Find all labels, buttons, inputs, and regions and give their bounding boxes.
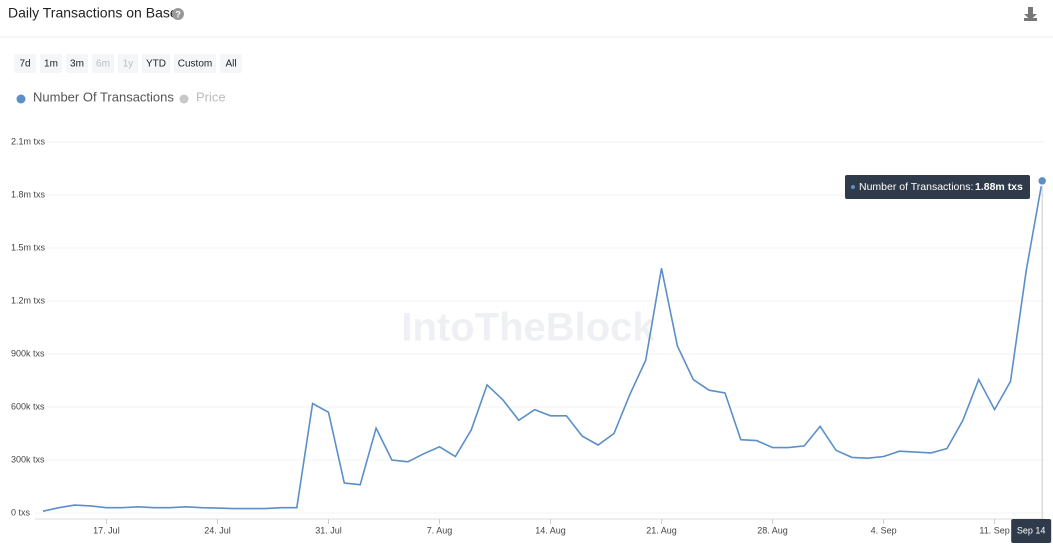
y-tick-label: 300k txs [11, 454, 45, 464]
crosshair-label: Sep 14 [1017, 525, 1046, 535]
range-button[interactable] [14, 54, 36, 73]
y-tick-label: 900k txs [11, 348, 45, 358]
range-button[interactable] [92, 54, 114, 73]
x-tick-label: 31. Jul [315, 525, 342, 535]
x-tick-label: 24. Jul [204, 525, 231, 535]
y-tick-label: 1.8m txs [11, 189, 46, 199]
x-tick-label: 7. Aug [427, 525, 453, 535]
range-button-label[interactable]: 7d [19, 59, 30, 70]
legend-marker[interactable] [179, 94, 189, 104]
y-tick-label: 1.5m txs [11, 242, 46, 252]
range-button-label[interactable]: YTD [146, 59, 166, 70]
series-line [42, 180, 1043, 512]
range-button[interactable] [220, 54, 242, 73]
legend-marker[interactable] [16, 94, 26, 104]
watermark: IntoTheBlock [401, 306, 655, 350]
range-button-label[interactable]: 1m [44, 59, 58, 70]
x-tick-label: 14. Aug [535, 525, 566, 535]
range-button[interactable] [174, 54, 216, 73]
y-tick-label: 0 txs [11, 507, 31, 517]
range-button-label[interactable]: 3m [70, 59, 84, 70]
range-button-label[interactable]: Custom [178, 59, 212, 70]
tooltip-box [845, 175, 1030, 199]
range-button-label[interactable]: All [225, 59, 236, 70]
x-tick-label: 11. Sep [979, 525, 1009, 535]
tooltip-marker [851, 185, 855, 189]
legend-label[interactable]: Number Of Transactions [33, 89, 174, 104]
y-tick-label: 1.2m txs [11, 295, 46, 305]
download-icon[interactable] [1024, 7, 1037, 21]
x-tick-label: 28. Aug [757, 525, 788, 535]
x-tick-label: 17. Jul [93, 525, 120, 535]
x-tick-label: 21. Aug [646, 525, 677, 535]
tooltip-value: 1.88m txs [975, 181, 1023, 193]
hover-point [1036, 175, 1048, 187]
range-button[interactable] [118, 54, 138, 73]
help-icon-glyph: ? [175, 9, 181, 19]
page-title: Daily Transactions on Base [8, 5, 178, 21]
range-button[interactable] [66, 54, 88, 73]
tooltip-label: Number of Transactions: [859, 181, 973, 193]
help-icon[interactable] [172, 8, 184, 20]
y-tick-label: 2.1m txs [11, 136, 46, 146]
range-button-label[interactable]: 1y [123, 59, 134, 70]
range-button[interactable] [40, 54, 62, 73]
y-tick-label: 600k txs [11, 401, 45, 411]
range-button-label[interactable]: 6m [96, 59, 110, 70]
crosshair-label-box [1011, 519, 1052, 543]
legend-label[interactable]: Price [196, 89, 226, 104]
range-button[interactable] [142, 54, 170, 73]
x-tick-label: 4. Sep [871, 525, 897, 535]
